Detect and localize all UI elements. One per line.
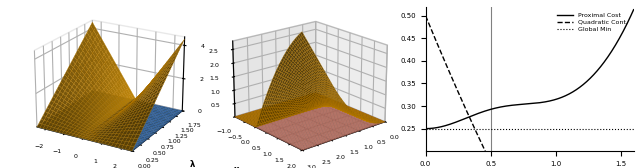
Proximal Cost [476,112,483,114]
Proximal Cost [459,119,467,121]
Quadratic Cont. [459,101,467,103]
Global Min [552,128,559,130]
Y-axis label: λ: λ [189,160,195,168]
Proximal Cost [561,95,568,97]
Y-axis label: x: x [234,165,239,168]
Line: Quadratic Cont.: Quadratic Cont. [426,16,634,168]
Line: Proximal Cost: Proximal Cost [426,10,634,129]
Proximal Cost [579,84,586,86]
Proximal Cost [516,103,524,106]
Quadratic Cont. [476,137,483,139]
Proximal Cost [545,100,552,102]
Legend: Proximal Cost, Quadratic Cont., Global Min: Proximal Cost, Quadratic Cont., Global M… [555,10,630,35]
Global Min [422,128,429,130]
Proximal Cost [422,128,429,130]
Proximal Cost [630,9,637,11]
Quadratic Cont. [422,15,429,17]
